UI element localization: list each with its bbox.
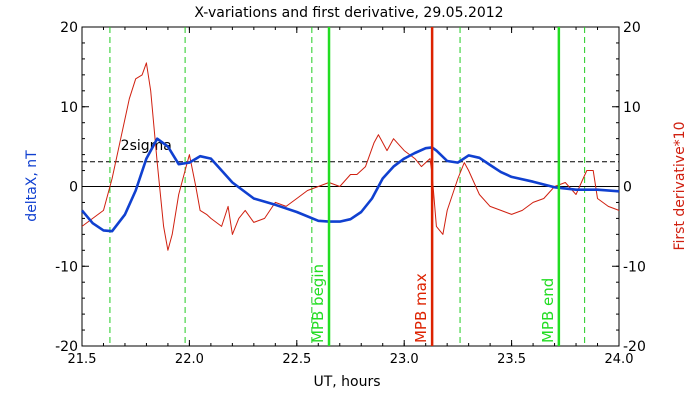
vertical-marker-label-3: MPB end	[539, 278, 557, 343]
threshold-label: 2sigma	[121, 138, 172, 154]
x-tick-label-2: 22.5	[282, 352, 311, 367]
x-tick-label-5: 24.0	[605, 352, 634, 367]
y-tick-label-left-4: 20	[60, 20, 78, 36]
x-tick-label-1: 22.0	[175, 352, 204, 367]
y-tick-label-left-2: 0	[69, 180, 78, 196]
series-deltax-line	[81, 137, 620, 233]
y-tick-label-left-0: -20	[55, 339, 78, 355]
x-axis-label: UT, hours	[313, 374, 380, 390]
chart-title: X-variations and first derivative, 29.05…	[194, 5, 503, 21]
y-axis-label-left: deltaX, nT	[24, 150, 40, 222]
x-tick-label-0: 21.5	[68, 352, 97, 367]
plot-area: 2sigma MPB begin MPB max MPB end 21.5 22.0 22.…	[55, 20, 646, 367]
y-tick-label-right-0: -20	[623, 339, 646, 355]
series-derivative-line	[81, 62, 620, 251]
vertical-marker-label-1: MPB begin	[309, 264, 327, 343]
x-tick-label-3: 23.0	[390, 352, 419, 367]
y-tick-label-left-3: 10	[60, 100, 78, 116]
y-tick-label-left-1: -10	[55, 259, 78, 275]
vertical-marker-label-2: MPB max	[412, 273, 430, 343]
y-tick-label-right-3: 10	[623, 100, 641, 116]
x-tick-label-4: 23.5	[497, 352, 526, 367]
y-tick-label-right-1: -10	[623, 259, 646, 275]
y-axis-label-right: First derivative*10	[672, 121, 688, 250]
y-tick-label-right-4: 20	[623, 20, 641, 36]
y-tick-label-right-2: 0	[623, 180, 632, 196]
